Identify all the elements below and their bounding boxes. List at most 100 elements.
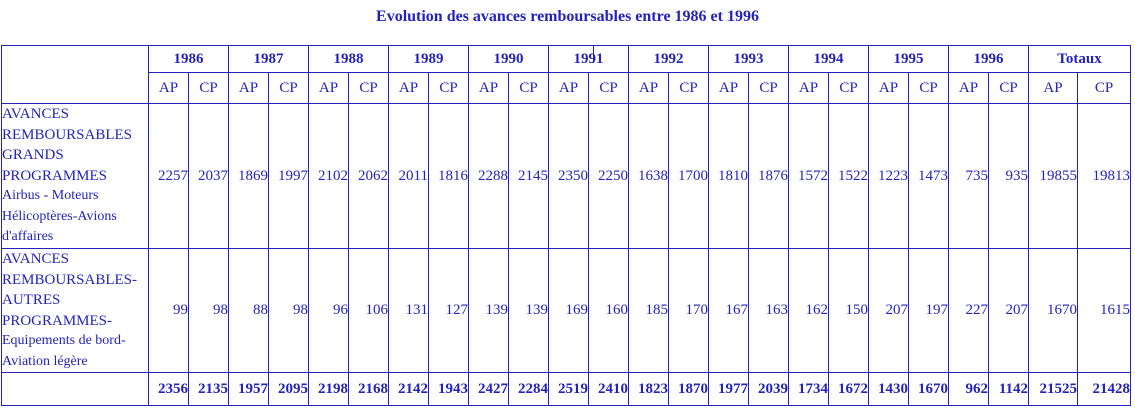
year-header-row: 1986 1987 1988 1989 1990 1991 1992 1993 1994 1995… bbox=[1, 45, 1131, 104]
year-header-cell: 1986 bbox=[148, 45, 229, 73]
totals-cell: 1943 bbox=[428, 372, 469, 406]
data-cell: 131 bbox=[388, 248, 429, 373]
year-header-cell: 1990 bbox=[468, 45, 549, 73]
data-cell: 160 bbox=[588, 248, 629, 373]
data-cell: 2257 bbox=[148, 103, 189, 249]
totaux-header-cell: Totaux bbox=[1028, 45, 1131, 73]
data-cell: 162 bbox=[788, 248, 829, 373]
totals-cell: 21525 bbox=[1028, 372, 1078, 406]
data-cell: 139 bbox=[508, 248, 549, 373]
data-cell: 1615 bbox=[1077, 248, 1131, 373]
year-header-cell: 1991 bbox=[548, 45, 629, 73]
totals-cell: 2284 bbox=[508, 372, 549, 406]
data-cell: 1810 bbox=[708, 103, 749, 249]
ap-cp-header-row: AP CP AP CP AP CP AP CP AP CP AP CP AP CP AP CP AP CP AP CP… bbox=[2, 72, 1131, 104]
row-label-caps: AVANCES REMBOURSABLES GRANDS PROGRAMMES bbox=[2, 106, 133, 184]
cp-header-cell: CP bbox=[748, 72, 789, 104]
totals-cell: 1977 bbox=[708, 372, 749, 406]
data-cell: 163 bbox=[748, 248, 789, 373]
data-cell: 1223 bbox=[868, 103, 909, 249]
year-header-cell: 1987 bbox=[228, 45, 309, 73]
totals-cell: 21428 bbox=[1077, 372, 1131, 406]
cp-header-cell: CP bbox=[268, 72, 309, 104]
totals-cell: 2410 bbox=[588, 372, 629, 406]
data-cell: 1670 bbox=[1028, 248, 1078, 373]
totals-cell: 2039 bbox=[748, 372, 789, 406]
data-cell: 98 bbox=[268, 248, 309, 373]
cp-header-cell: CP bbox=[188, 72, 229, 104]
row-label-cell: AVANCES REMBOURSABLES-AUTRES PROGRAMMES-… bbox=[1, 248, 149, 373]
row-label-caps: AVANCES REMBOURSABLES-AUTRES PROGRAMMES- bbox=[2, 251, 138, 329]
totals-cell: 1142 bbox=[988, 372, 1029, 406]
stray-border-tick bbox=[593, 46, 594, 63]
data-cell: 2102 bbox=[308, 103, 349, 249]
totals-cell: 1957 bbox=[228, 372, 269, 406]
data-cell: 1522 bbox=[828, 103, 869, 249]
totals-cell: 1870 bbox=[668, 372, 709, 406]
year-header-cell: 1992 bbox=[628, 45, 709, 73]
data-cell: 1869 bbox=[228, 103, 269, 249]
totals-row: 2356 2135 1957 2095 2198 2168 2142 1943 2427 2284… bbox=[1, 372, 1131, 406]
data-cell: 2250 bbox=[588, 103, 629, 249]
data-cell: 1997 bbox=[268, 103, 309, 249]
totals-cell: 1823 bbox=[628, 372, 669, 406]
cp-header-cell: CP bbox=[1077, 72, 1131, 104]
data-cell: 735 bbox=[948, 103, 989, 249]
avances-table: 1986 1987 1988 1989 1990 1991 1992 1993 1994 1995… bbox=[1, 45, 1131, 406]
totals-cell: 1672 bbox=[828, 372, 869, 406]
ap-header-cell: AP bbox=[148, 72, 189, 104]
table-row: AVANCES REMBOURSABLES-AUTRES PROGRAMMES-… bbox=[1, 248, 1131, 373]
ap-header-cell: AP bbox=[628, 72, 669, 104]
data-cell: 19813 bbox=[1077, 103, 1131, 249]
totals-cell: 962 bbox=[948, 372, 989, 406]
cp-header-cell: CP bbox=[428, 72, 469, 104]
totals-cell: 2519 bbox=[548, 372, 589, 406]
totals-cell: 2135 bbox=[188, 372, 229, 406]
ap-header-cell: AP bbox=[788, 72, 829, 104]
ap-header-cell: AP bbox=[948, 72, 989, 104]
totals-cell: 2427 bbox=[468, 372, 509, 406]
data-cell: 207 bbox=[988, 248, 1029, 373]
data-cell: 2145 bbox=[508, 103, 549, 249]
cp-header-cell: CP bbox=[988, 72, 1029, 104]
data-cell: 2011 bbox=[388, 103, 429, 249]
data-cell: 2062 bbox=[348, 103, 389, 249]
data-cell: 1572 bbox=[788, 103, 829, 249]
data-cell: 98 bbox=[188, 248, 229, 373]
totals-cell: 2198 bbox=[308, 372, 349, 406]
totals-label-cell bbox=[1, 372, 149, 406]
row-label-sub: Equipements de bord-Aviation légère bbox=[2, 333, 126, 369]
ap-header-cell: AP bbox=[388, 72, 429, 104]
totals-cell: 1670 bbox=[908, 372, 949, 406]
cp-header-cell: CP bbox=[668, 72, 709, 104]
ap-header-cell: AP bbox=[468, 72, 509, 104]
cp-header-cell: CP bbox=[908, 72, 949, 104]
totals-cell: 2168 bbox=[348, 372, 389, 406]
corner-cell bbox=[1, 45, 149, 104]
data-cell: 2288 bbox=[468, 103, 509, 249]
cp-header-cell: CP bbox=[588, 72, 629, 104]
year-header-cell: 1996 bbox=[948, 45, 1029, 73]
data-cell: 88 bbox=[228, 248, 269, 373]
year-header-cell: 1988 bbox=[308, 45, 389, 73]
data-cell: 207 bbox=[868, 248, 909, 373]
totals-cell: 2095 bbox=[268, 372, 309, 406]
data-cell: 935 bbox=[988, 103, 1029, 249]
cp-header-cell: CP bbox=[508, 72, 549, 104]
data-cell: 170 bbox=[668, 248, 709, 373]
year-header-cell: 1995 bbox=[868, 45, 949, 73]
data-cell: 2037 bbox=[188, 103, 229, 249]
totals-cell: 2356 bbox=[148, 372, 189, 406]
ap-header-cell: AP bbox=[228, 72, 269, 104]
year-header-cell: 1989 bbox=[388, 45, 469, 73]
ap-header-cell: AP bbox=[548, 72, 589, 104]
totals-cell: 1734 bbox=[788, 372, 829, 406]
ap-header-cell: AP bbox=[308, 72, 349, 104]
table-row: AVANCES REMBOURSABLES GRANDS PROGRAMMES A… bbox=[1, 103, 1131, 249]
data-cell: 127 bbox=[428, 248, 469, 373]
data-cell: 99 bbox=[148, 248, 189, 373]
data-cell: 169 bbox=[548, 248, 589, 373]
data-cell: 167 bbox=[708, 248, 749, 373]
data-cell: 1816 bbox=[428, 103, 469, 249]
